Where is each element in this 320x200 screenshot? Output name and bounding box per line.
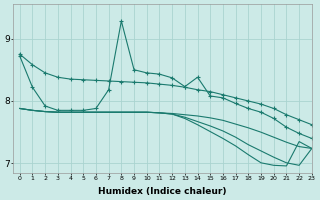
- X-axis label: Humidex (Indice chaleur): Humidex (Indice chaleur): [98, 187, 227, 196]
